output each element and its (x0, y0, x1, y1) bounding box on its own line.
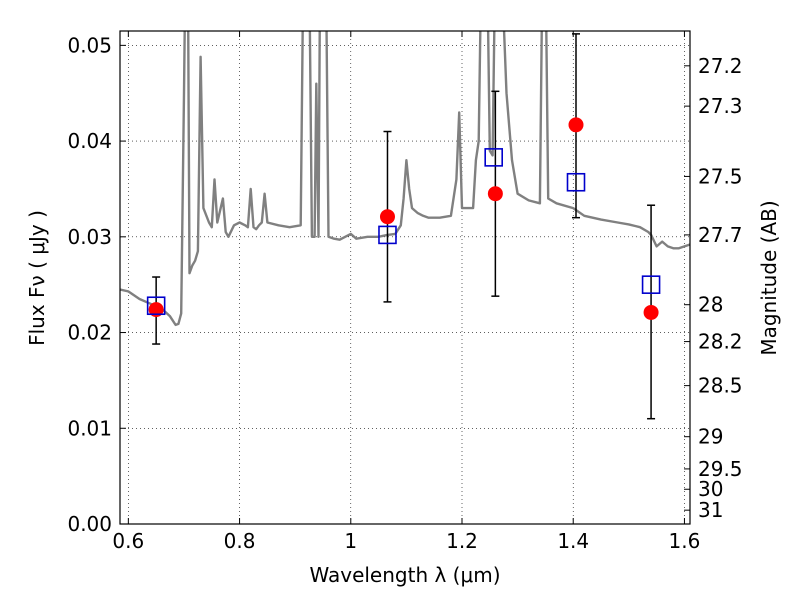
observed-point (568, 117, 584, 133)
magnitude-tick-label: 27.5 (698, 164, 743, 188)
observed-point (643, 304, 659, 320)
x-axis-title: Wavelength λ (μm) (309, 563, 500, 587)
y-tick-label: 0.00 (67, 512, 112, 536)
model-photometry-point (146, 296, 166, 316)
x-tick-label: 1 (344, 529, 357, 553)
model-photometry-point (641, 275, 661, 294)
y-axis-title: Flux Fν ( μJy ) (25, 210, 49, 346)
magnitude-tick-label: 27.7 (698, 223, 743, 247)
plot-frame (119, 30, 691, 525)
model-photometry-point (484, 148, 503, 167)
x-tick-label: 1.2 (446, 529, 478, 553)
observed-point (487, 186, 503, 202)
x-tick-label: 1.4 (557, 529, 589, 553)
model-spectrum-line (120, 31, 690, 327)
axis-ticks (120, 31, 690, 525)
magnitude-tick-label: 29 (698, 425, 723, 449)
magnitude-tick-label: 27.2 (698, 54, 743, 78)
magnitude-tick-label: 28.2 (698, 330, 743, 354)
x-tick-label: 1.6 (669, 529, 701, 553)
x-tick-label: 0.8 (224, 529, 256, 553)
observed-point (379, 209, 395, 225)
y-tick-label: 0.02 (67, 321, 112, 345)
magnitude-tick-label: 28 (698, 293, 723, 317)
observed-point (148, 302, 164, 318)
magnitude-tick-label: 30 (698, 477, 723, 501)
magnitude-tick-label: 31 (698, 498, 723, 522)
y-tick-label: 0.04 (67, 129, 112, 153)
y-tick-label: 0.01 (67, 416, 112, 440)
right-axis-title: Magnitude (AB) (757, 200, 781, 355)
model-photometry-point (378, 225, 397, 245)
plot-area (120, 31, 690, 420)
y-tick-label: 0.03 (67, 225, 112, 249)
x-tick-label: 0.6 (112, 529, 144, 553)
model-photometry-point (566, 172, 586, 192)
magnitude-tick-label: 29.5 (698, 457, 743, 481)
magnitude-tick-label: 28.5 (698, 374, 743, 398)
tick-labels: 0.6 0.8 1 1.2 1.4 1.6 0.00 0.01 0.02 0.03 0.04 0.05… (67, 33, 742, 553)
grid (120, 31, 690, 525)
magnitude-tick-label: 27.3 (698, 94, 743, 118)
y-tick-label: 0.05 (67, 33, 112, 57)
